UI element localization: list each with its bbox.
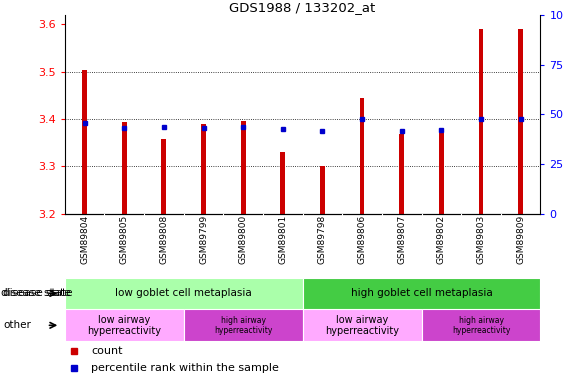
Text: high goblet cell metaplasia: high goblet cell metaplasia <box>351 288 493 298</box>
Text: disease state: disease state <box>1 288 71 298</box>
Text: count: count <box>91 346 122 356</box>
Title: GDS1988 / 133202_at: GDS1988 / 133202_at <box>230 1 376 14</box>
Text: low airway
hyperreactivity: low airway hyperreactivity <box>87 315 161 336</box>
Text: other: other <box>3 320 31 330</box>
Bar <box>303 309 422 341</box>
Bar <box>201 124 206 214</box>
Bar <box>439 133 444 214</box>
Text: low goblet cell metaplasia: low goblet cell metaplasia <box>115 288 252 298</box>
Bar <box>360 98 364 214</box>
Bar <box>184 309 303 341</box>
Bar <box>519 29 523 214</box>
Bar <box>479 29 484 214</box>
Text: percentile rank within the sample: percentile rank within the sample <box>91 363 279 373</box>
Bar <box>399 134 404 214</box>
Bar <box>320 166 325 214</box>
Text: disease state: disease state <box>3 288 73 298</box>
Bar <box>422 309 540 341</box>
Text: high airway
hyperreactivity: high airway hyperreactivity <box>452 316 510 335</box>
Bar <box>303 278 540 309</box>
Bar <box>82 70 87 214</box>
Text: high airway
hyperreactivity: high airway hyperreactivity <box>214 316 272 335</box>
Text: low airway
hyperreactivity: low airway hyperreactivity <box>325 315 399 336</box>
Bar <box>162 139 166 214</box>
Bar <box>280 152 285 214</box>
Bar <box>241 122 245 214</box>
Bar <box>65 278 303 309</box>
Bar <box>65 309 184 341</box>
Bar <box>122 122 127 214</box>
